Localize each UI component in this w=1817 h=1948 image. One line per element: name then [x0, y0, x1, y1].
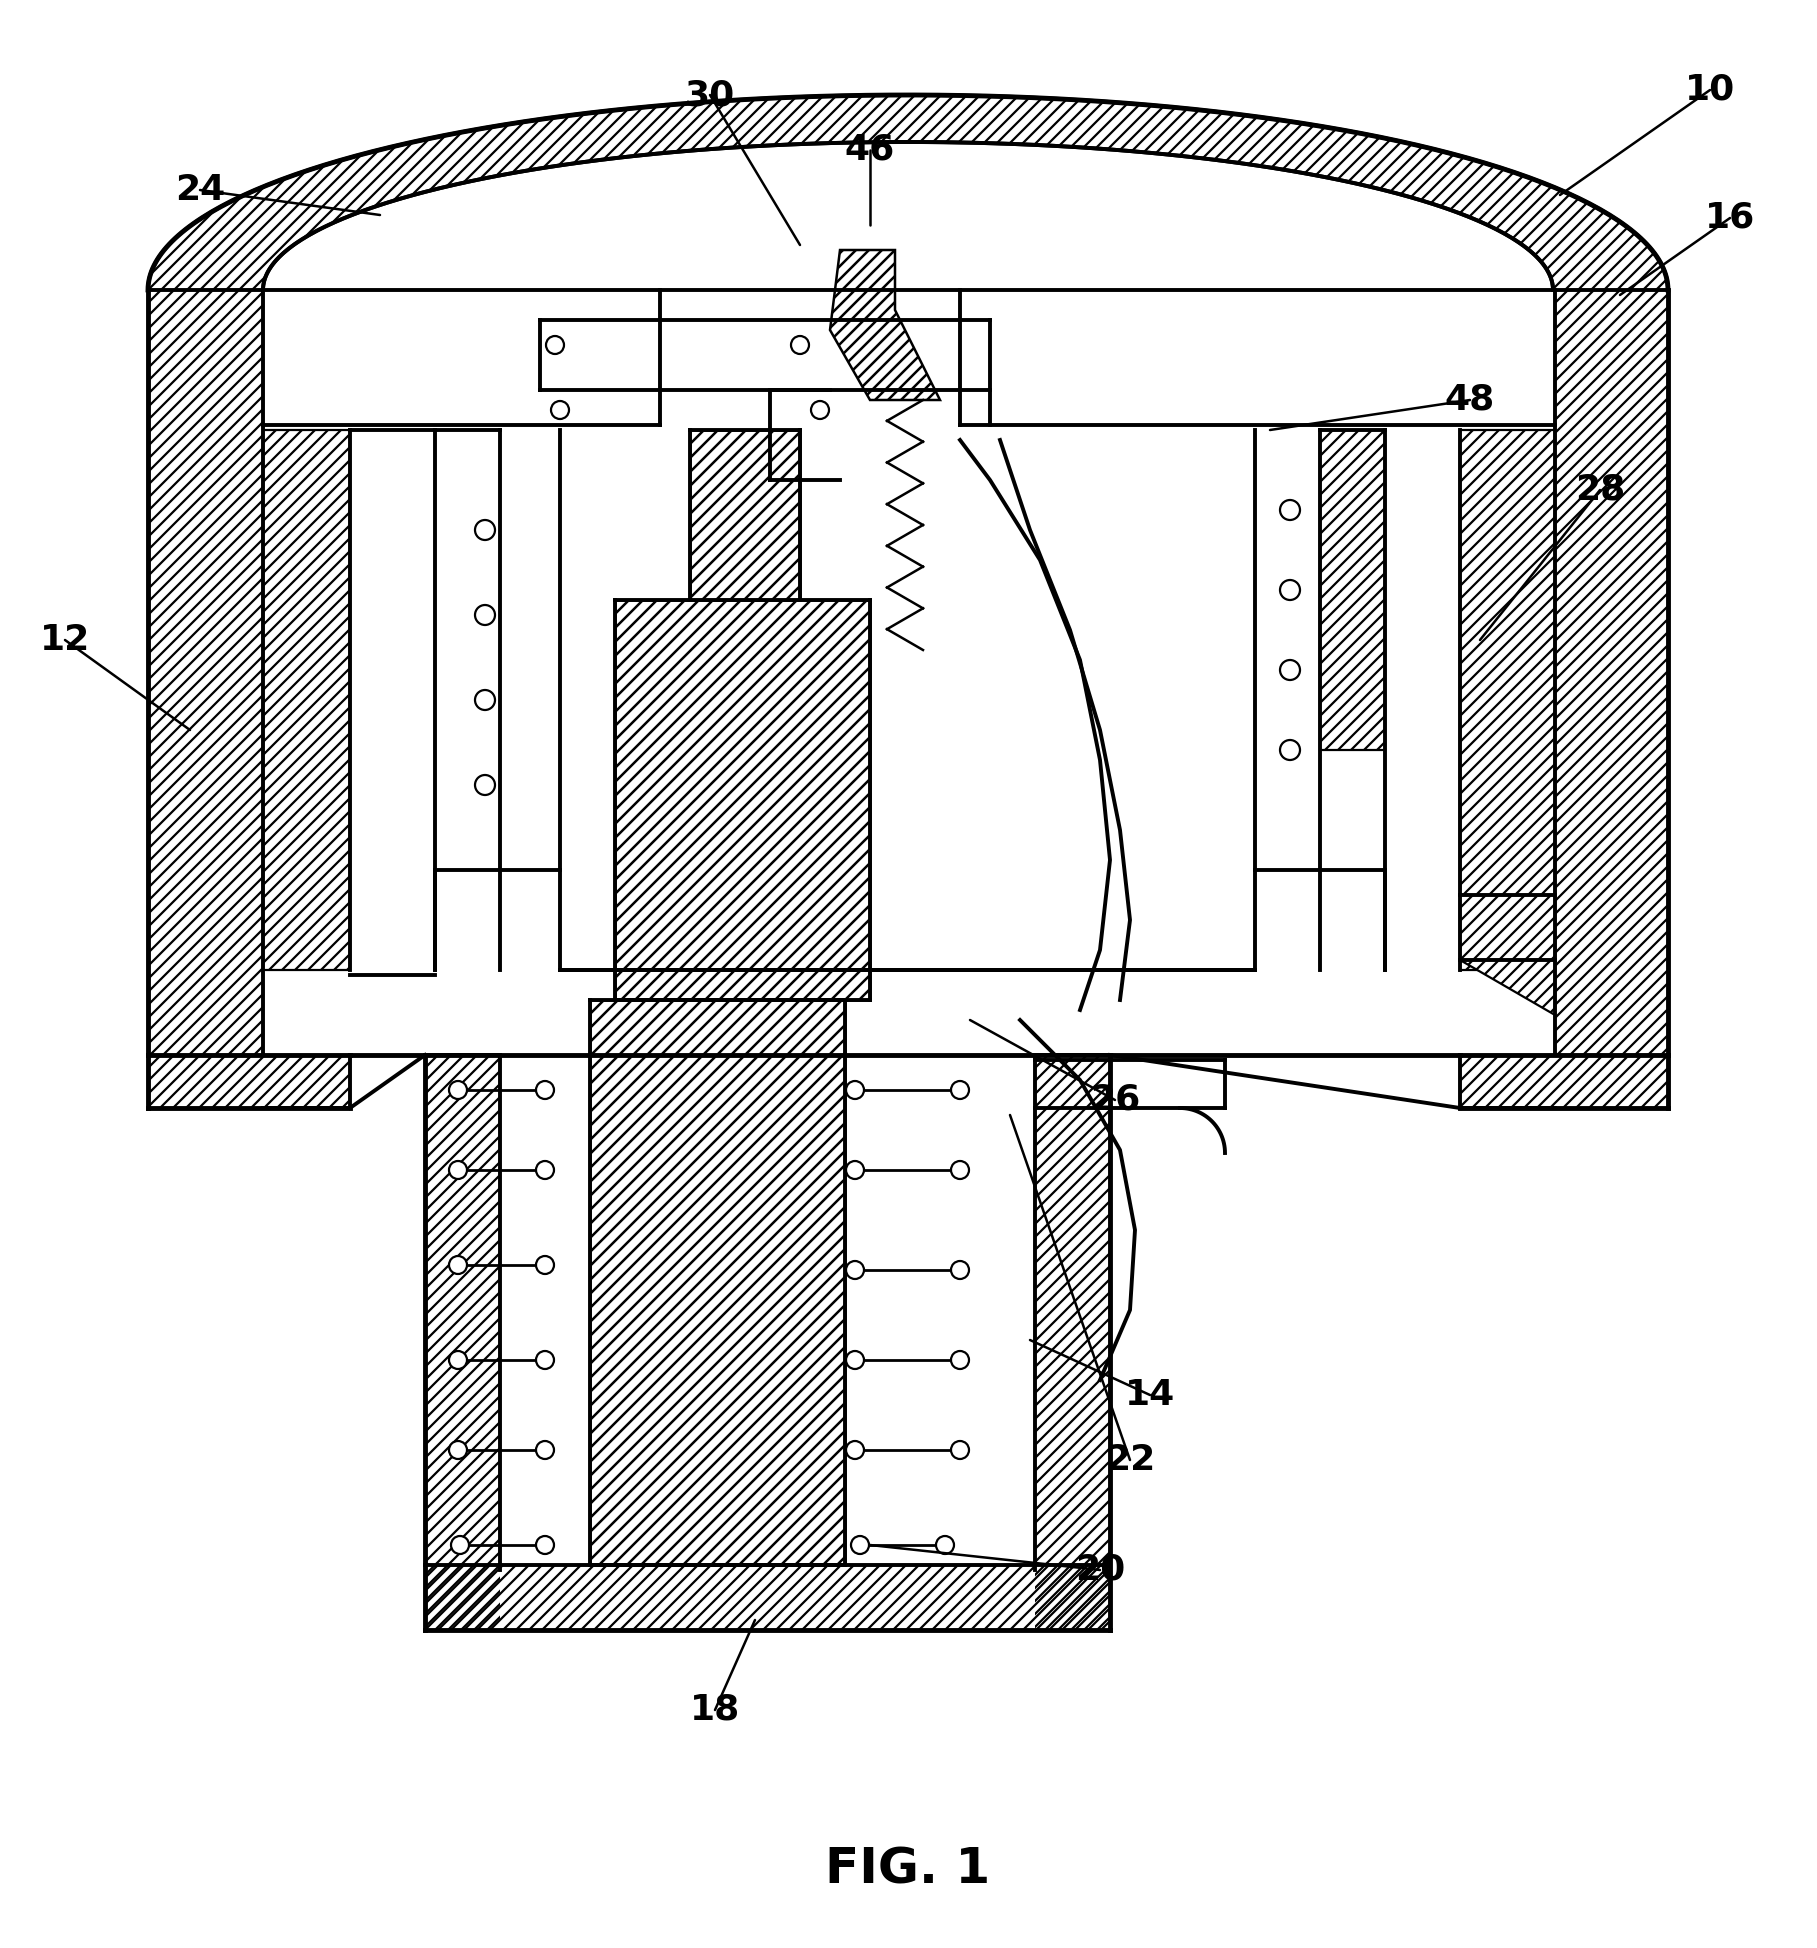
Circle shape: [449, 1081, 467, 1099]
Circle shape: [1279, 501, 1299, 520]
Circle shape: [950, 1161, 968, 1179]
Polygon shape: [1555, 290, 1668, 1056]
Text: 14: 14: [1125, 1377, 1176, 1412]
Text: 16: 16: [1704, 201, 1755, 236]
Polygon shape: [263, 431, 351, 970]
Circle shape: [847, 1081, 865, 1099]
Circle shape: [474, 775, 494, 795]
Circle shape: [536, 1161, 554, 1179]
Circle shape: [950, 1081, 968, 1099]
Polygon shape: [1319, 431, 1385, 750]
Circle shape: [449, 1256, 467, 1274]
Polygon shape: [690, 431, 799, 600]
Text: FIG. 1: FIG. 1: [825, 1847, 990, 1893]
Circle shape: [1279, 660, 1299, 680]
Circle shape: [474, 520, 494, 540]
Circle shape: [474, 690, 494, 709]
Circle shape: [545, 335, 563, 355]
Circle shape: [451, 1537, 469, 1555]
Circle shape: [474, 606, 494, 625]
Circle shape: [950, 1352, 968, 1369]
Circle shape: [936, 1537, 954, 1555]
Circle shape: [950, 1442, 968, 1459]
Polygon shape: [1461, 431, 1555, 970]
Circle shape: [810, 401, 829, 419]
Polygon shape: [1461, 894, 1555, 960]
Circle shape: [847, 1352, 865, 1369]
Text: 18: 18: [690, 1693, 740, 1728]
Polygon shape: [830, 249, 939, 399]
Circle shape: [536, 1352, 554, 1369]
Text: 22: 22: [1105, 1443, 1156, 1477]
Text: 20: 20: [1076, 1553, 1125, 1588]
Circle shape: [536, 1256, 554, 1274]
Circle shape: [847, 1260, 865, 1280]
Circle shape: [850, 1537, 869, 1555]
Polygon shape: [147, 95, 1668, 290]
Circle shape: [449, 1161, 467, 1179]
Circle shape: [1279, 581, 1299, 600]
Text: 10: 10: [1684, 72, 1735, 107]
Polygon shape: [425, 1056, 500, 1630]
Text: 26: 26: [1090, 1083, 1139, 1116]
Polygon shape: [1036, 1056, 1110, 1630]
Circle shape: [449, 1442, 467, 1459]
Text: 28: 28: [1575, 473, 1624, 506]
Text: 12: 12: [40, 623, 91, 656]
Text: 46: 46: [845, 132, 896, 168]
Polygon shape: [614, 600, 870, 999]
Circle shape: [1279, 740, 1299, 760]
Circle shape: [950, 1260, 968, 1280]
Polygon shape: [591, 999, 845, 1564]
Polygon shape: [425, 1564, 1110, 1630]
Polygon shape: [1461, 1056, 1668, 1108]
Circle shape: [847, 1442, 865, 1459]
Circle shape: [449, 1352, 467, 1369]
Polygon shape: [147, 1056, 351, 1108]
Polygon shape: [1461, 960, 1555, 1015]
Circle shape: [536, 1442, 554, 1459]
Circle shape: [790, 335, 809, 355]
Polygon shape: [147, 290, 263, 1056]
Text: 24: 24: [174, 173, 225, 206]
Circle shape: [536, 1081, 554, 1099]
Circle shape: [536, 1537, 554, 1555]
Circle shape: [551, 401, 569, 419]
Circle shape: [847, 1161, 865, 1179]
Text: 48: 48: [1445, 384, 1495, 417]
Text: 30: 30: [685, 78, 736, 111]
